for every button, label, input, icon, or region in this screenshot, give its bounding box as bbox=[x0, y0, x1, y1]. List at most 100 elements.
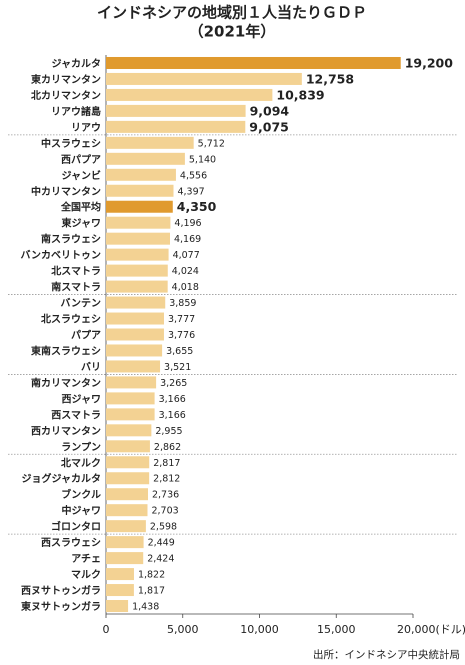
y-tick-label: ジョグジャカルタ bbox=[22, 472, 102, 485]
value-label: 1,438 bbox=[132, 602, 159, 613]
value-label: 5,140 bbox=[189, 154, 216, 165]
bar bbox=[106, 296, 166, 309]
value-label: 4,077 bbox=[173, 250, 200, 261]
value-label: 2,424 bbox=[147, 554, 174, 565]
value-label: 4,024 bbox=[172, 266, 199, 277]
y-tick-label: 東ヌサトゥンガラ bbox=[21, 600, 101, 613]
y-tick-label: 東ジャワ bbox=[62, 217, 102, 230]
value-label: 2,449 bbox=[148, 538, 175, 549]
value-label: 3,265 bbox=[160, 378, 187, 389]
bar bbox=[106, 184, 174, 197]
bar bbox=[106, 472, 150, 485]
bar bbox=[106, 584, 134, 597]
y-tick-label: ジャンビ bbox=[62, 169, 102, 182]
bar bbox=[106, 232, 170, 245]
bar bbox=[106, 536, 144, 549]
bar bbox=[106, 152, 185, 165]
bar bbox=[106, 248, 169, 261]
bar bbox=[106, 360, 161, 373]
value-label: 2,812 bbox=[153, 474, 180, 485]
y-tick-label: アチェ bbox=[71, 553, 101, 565]
bar bbox=[106, 600, 129, 613]
value-label: 10,839 bbox=[276, 87, 324, 102]
y-tick-label: 北カリマンタン bbox=[31, 89, 101, 102]
value-label: 3,521 bbox=[164, 362, 191, 373]
bar bbox=[106, 88, 273, 101]
bar bbox=[106, 136, 194, 149]
y-tick-label: マルク bbox=[71, 569, 101, 581]
bar bbox=[106, 456, 150, 469]
value-label: 4,169 bbox=[174, 234, 201, 245]
y-tick-label: ブンクル bbox=[61, 488, 101, 501]
bar bbox=[106, 312, 164, 325]
bar bbox=[106, 424, 152, 437]
value-label: 4,350 bbox=[177, 199, 217, 214]
bar bbox=[106, 376, 157, 389]
bar bbox=[106, 392, 155, 405]
bar bbox=[106, 504, 148, 517]
value-label: 4,556 bbox=[180, 170, 207, 181]
value-label: 3,859 bbox=[169, 298, 196, 309]
y-tick-label: 西パプア bbox=[61, 153, 101, 166]
y-tick-label: 中ジャワ bbox=[62, 504, 102, 517]
x-tick-label: 5,000 bbox=[167, 623, 199, 636]
bar bbox=[106, 216, 171, 229]
value-label: 2,598 bbox=[150, 522, 177, 533]
bar bbox=[106, 120, 246, 133]
y-tick-label: 北スマトラ bbox=[51, 265, 101, 278]
bar bbox=[106, 264, 168, 277]
bar bbox=[106, 344, 163, 357]
y-tick-label: ジャカルタ bbox=[52, 58, 102, 70]
value-label: 3,655 bbox=[166, 346, 193, 357]
bar bbox=[106, 568, 134, 581]
y-tick-label: 西ジャワ bbox=[62, 393, 102, 405]
y-tick-label: 東カリマンタン bbox=[31, 73, 101, 86]
y-tick-label: バンテン bbox=[61, 298, 102, 310]
x-tick-label: 10,000 bbox=[240, 623, 279, 636]
value-label: 2,817 bbox=[153, 458, 180, 469]
y-tick-label: 中スラウェシ bbox=[41, 137, 101, 150]
y-tick-label: 南カリマンタン bbox=[31, 376, 101, 389]
y-tick-label: 東南スラウェシ bbox=[31, 344, 101, 357]
y-tick-label: 南スマトラ bbox=[51, 281, 101, 294]
chart-subtitle: （2021年） bbox=[189, 23, 276, 41]
bar bbox=[106, 328, 164, 341]
bar bbox=[106, 552, 144, 565]
value-label: 2,703 bbox=[151, 506, 178, 517]
x-tick-label: 0 bbox=[103, 623, 110, 636]
bar bbox=[106, 440, 150, 453]
x-tick-label: 20,000(ドル) bbox=[397, 623, 465, 636]
value-label: 5,712 bbox=[198, 138, 225, 149]
bar bbox=[106, 168, 176, 181]
y-tick-label: 西カリマンタン bbox=[31, 425, 101, 437]
y-tick-label: リアウ bbox=[71, 122, 101, 134]
value-label: 3,166 bbox=[159, 394, 186, 405]
y-tick-label: パプア bbox=[71, 329, 101, 342]
value-label: 4,397 bbox=[177, 186, 204, 197]
y-tick-label: 西ヌサトゥンガラ bbox=[21, 584, 101, 597]
value-label: 4,196 bbox=[174, 218, 201, 229]
bar bbox=[106, 408, 155, 421]
y-tick-label: 北スラウェシ bbox=[41, 313, 101, 326]
value-label: 3,777 bbox=[168, 314, 195, 325]
y-tick-label: 西スマトラ bbox=[51, 409, 101, 421]
source-note: 出所：インドネシア中央統計局 bbox=[313, 648, 460, 661]
value-label: 9,075 bbox=[249, 119, 289, 134]
bar bbox=[106, 72, 302, 85]
y-tick-label: リアウ諸島 bbox=[51, 105, 101, 118]
value-label: 4,018 bbox=[172, 282, 199, 293]
x-tick-label: 15,000 bbox=[317, 623, 356, 636]
value-label: 3,166 bbox=[159, 410, 186, 421]
bar bbox=[106, 104, 246, 117]
chart-title: インドネシアの地域別１人当たりＧＤＰ bbox=[97, 4, 367, 22]
y-tick-label: バリ bbox=[81, 361, 101, 373]
value-label: 1,817 bbox=[138, 586, 165, 597]
bar bbox=[106, 200, 173, 213]
value-label: 9,094 bbox=[250, 103, 290, 118]
y-tick-label: 南スラウェシ bbox=[41, 233, 101, 246]
y-tick-label: ランプン bbox=[61, 440, 101, 453]
bar bbox=[106, 488, 148, 501]
value-label: 19,200 bbox=[405, 55, 454, 70]
y-tick-label: 中カリマンタン bbox=[31, 185, 101, 198]
